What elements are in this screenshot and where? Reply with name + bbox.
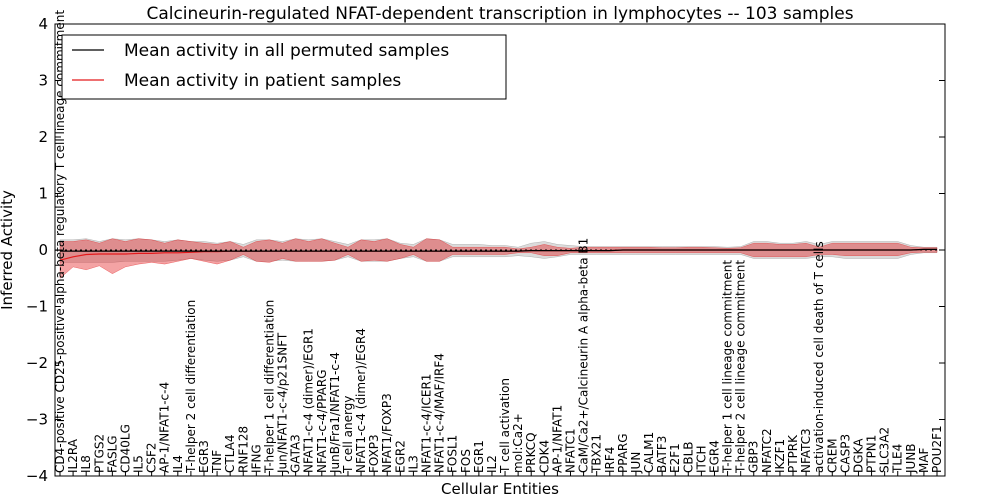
- x-tick-label: EGR1: [472, 440, 486, 473]
- x-tick-label: T-helper 2 cell lineage commitment: [734, 260, 748, 474]
- x-tick-label: activation-induced cell death of T cells: [812, 241, 826, 473]
- x-tick-label: FOXP3: [367, 434, 381, 473]
- x-tick-label: JUNB: [904, 443, 918, 474]
- x-tick-label: IRF4: [603, 447, 617, 473]
- x-tick-label: CTLA4: [223, 434, 237, 473]
- x-tick-label: FOSL1: [446, 435, 460, 473]
- y-tick-label: 2: [38, 128, 48, 146]
- legend-box: [61, 34, 507, 100]
- x-tick-label: T cell anergy: [341, 396, 355, 474]
- y-tick-label: −4: [26, 467, 48, 485]
- x-axis-label: Cellular Entities: [441, 480, 559, 498]
- x-tick-label: SLC3A2: [878, 427, 892, 473]
- x-tick-label: FASLG: [105, 435, 119, 473]
- x-tick-label: GBP3: [747, 441, 761, 473]
- y-tick-label: 1: [38, 185, 48, 203]
- x-tick-label: T cell activation: [498, 378, 512, 474]
- x-tick-label: TNF: [210, 450, 224, 474]
- x-tick-label: CASP3: [838, 434, 852, 473]
- x-tick-label: NFAT1-c-4/PPARG: [315, 369, 329, 473]
- legend-label-patient: Mean activity in patient samples: [124, 71, 401, 91]
- x-tick-label: NFATC3: [799, 428, 813, 473]
- chart-title: Calcineurin-regulated NFAT-dependent tra…: [146, 4, 853, 24]
- x-tick-label: PTGS2: [92, 434, 106, 473]
- y-axis-ticks: 4 3 2 1 0 −1 −2 −3 −4: [26, 15, 945, 485]
- y-tick-label: 3: [38, 72, 48, 90]
- x-tick-label: EGR2: [393, 440, 407, 473]
- x-tick-label: RNF128: [236, 426, 250, 473]
- x-tick-label: AP-1/NFAT1-c-4: [158, 382, 172, 473]
- y-axis-label: Inferred Activity: [0, 190, 16, 310]
- x-tick-label: CaM/Ca2+/Calcineurin A alpha-beta B1: [577, 238, 591, 473]
- x-tick-label: PPARG: [616, 433, 630, 473]
- x-tick-label: NFAT1-c-4 (dimer)/EGR1: [302, 328, 316, 473]
- x-tick-label: ITCH: [694, 445, 708, 473]
- x-tick-label: IFNG: [249, 444, 263, 473]
- x-tick-label: BATF3: [655, 436, 669, 473]
- x-tick-label: TLE4: [891, 444, 905, 474]
- band-mean-activity-in-patient-samples: [59, 238, 938, 279]
- series-lines: [59, 248, 937, 261]
- x-tick-label: NFAT1/FOXP3: [380, 393, 394, 473]
- x-tick-label: GATA3: [289, 434, 303, 473]
- x-tick-label: POU2F1: [930, 425, 944, 473]
- x-tick-label: NFATC1: [564, 428, 578, 473]
- x-tick-label: TBX21: [590, 434, 604, 474]
- x-tick-label: IL8: [79, 455, 93, 473]
- line-mean-activity-in-all-permuted-samples: [60, 248, 937, 252]
- x-tick-label: NFATC2: [760, 428, 774, 473]
- y-tick-label: 4: [38, 15, 48, 33]
- confidence-bands: [59, 238, 938, 279]
- x-tick-label: EGR3: [197, 440, 211, 473]
- x-tick-label: CREM: [825, 438, 839, 473]
- x-axis-ticks: CD4-positive CD25-positive alpha-beta re…: [53, 10, 944, 476]
- x-tick-label: JUN: [629, 452, 643, 474]
- x-tick-label: Jun/NFAT1-c-4/p21SNFT: [276, 332, 290, 474]
- x-tick-label: CALM1: [642, 432, 656, 473]
- x-tick-label: MAF: [917, 447, 931, 473]
- x-tick-label: IL2RA: [66, 438, 80, 473]
- x-tick-label: T-helper 2 cell differentiation: [184, 300, 198, 474]
- x-tick-label: NFAT1-c-4/MAF/IRF4: [433, 353, 447, 473]
- x-tick-label: NFAT1-c-4 (dimer)/EGR4: [354, 328, 368, 473]
- y-tick-label: −1: [26, 298, 48, 316]
- x-tick-label: PTPRK: [786, 434, 800, 473]
- x-tick-label: IKZF1: [773, 439, 787, 473]
- x-tick-label: FOS: [459, 449, 473, 473]
- x-tick-label: CDK4: [537, 440, 551, 473]
- x-tick-label: T-helper 1 cell lineage commitment: [721, 260, 735, 474]
- legend: Mean activity in all permuted samples Me…: [61, 34, 507, 100]
- legend-label-permuted: Mean activity in all permuted samples: [124, 41, 449, 61]
- x-tick-label: NFAT1-c-4/ICER1: [420, 374, 434, 473]
- x-tick-label: CD40LG: [118, 424, 132, 473]
- y-tick-label: 0: [38, 241, 48, 259]
- x-tick-label: mol:Ca2+: [511, 413, 525, 473]
- x-tick-label: IL5: [132, 455, 146, 473]
- x-tick-label: T-helper 1 cell differentiation: [262, 300, 276, 474]
- x-tick-label: IL2: [485, 455, 499, 473]
- x-tick-label: EGR4: [708, 440, 722, 473]
- x-tick-label: AP-1/NFAT1: [550, 405, 564, 473]
- x-tick-label: E2F1: [668, 443, 682, 473]
- y-tick-label: −2: [26, 354, 48, 372]
- x-tick-label: PRKCQ: [524, 432, 538, 473]
- x-tick-label: DGKA: [852, 438, 866, 473]
- x-tick-label: CBLB: [681, 441, 695, 473]
- x-tick-label: JunB/Fra1/NFAT1-c-4: [328, 352, 342, 474]
- x-tick-label: CD4-positive CD25-positive alpha-beta re…: [53, 10, 67, 473]
- x-tick-label: IL4: [171, 455, 185, 473]
- x-tick-label: CSF2: [145, 442, 159, 473]
- y-tick-label: −3: [26, 411, 48, 429]
- x-tick-label: IL3: [406, 455, 420, 473]
- x-tick-label: PTPN1: [865, 435, 879, 473]
